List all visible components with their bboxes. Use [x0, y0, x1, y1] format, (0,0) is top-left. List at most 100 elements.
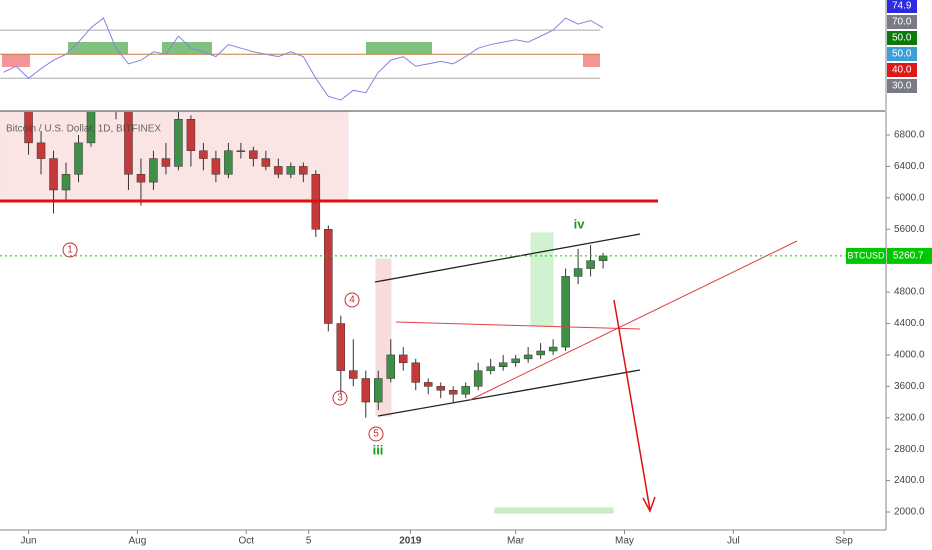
y-tick-label: 4400.0: [894, 318, 925, 329]
candle-body: [561, 276, 570, 348]
y-tick-label: 6000.0: [894, 192, 925, 203]
wave-label: iv: [574, 216, 586, 231]
rsi-zone: [2, 54, 30, 67]
y-tick-label: 5600.0: [894, 224, 925, 235]
candle-body: [586, 260, 595, 269]
wave-label: 4: [349, 295, 355, 306]
candle-body: [523, 354, 533, 360]
candle-body: [511, 358, 520, 364]
candle-body: [411, 362, 420, 383]
candle-body: [161, 158, 171, 167]
candle-body: [61, 174, 71, 191]
candle-body: [386, 354, 396, 379]
y-tick-label: 2000.0: [894, 507, 925, 518]
rsi-tag-bg: [887, 15, 917, 29]
candle-body: [299, 166, 308, 175]
candle-body: [274, 166, 283, 175]
candle-body: [498, 362, 508, 367]
wave-circle: [344, 292, 360, 308]
x-tick-label: Jun: [20, 536, 36, 547]
wave-circle: [368, 426, 384, 442]
rsi-tag-bg: [887, 79, 917, 93]
x-tick-label: Oct: [238, 536, 254, 547]
y-tick-label: 4000.0: [894, 350, 925, 361]
rsi-line: [3, 17, 604, 101]
rsi-tag: 40.0: [892, 65, 912, 76]
candle-body: [349, 370, 358, 379]
candle-body: [598, 255, 608, 261]
y-tick-label: 3200.0: [894, 412, 925, 423]
rsi-tag-bg: [887, 31, 917, 45]
candle-body: [149, 158, 158, 183]
candle-body: [36, 142, 46, 159]
arrow-head: [642, 496, 656, 513]
rsi-tag-bg: [887, 0, 917, 13]
candle-body: [261, 158, 271, 167]
rsi-tag: 70.0: [892, 17, 912, 28]
candle-body: [374, 378, 383, 403]
candle-body: [86, 112, 96, 144]
candle-body: [536, 350, 545, 356]
rsi-tag-bg: [887, 47, 917, 61]
rsi-zone: [68, 42, 128, 54]
x-tick-label: Jul: [727, 536, 740, 547]
x-tick-label: 2019: [399, 536, 422, 547]
rsi-tag: 74.9: [892, 1, 912, 12]
rsi-group: [3, 17, 604, 101]
candle-body: [473, 370, 483, 387]
candle-body: [398, 354, 408, 364]
y-tick-label: 4800.0: [894, 287, 925, 298]
candle-body: [0, 72, 8, 80]
range-box: [530, 232, 554, 327]
wave-label: iii: [373, 442, 384, 457]
x-tick-label: Mar: [507, 536, 525, 547]
rsi-zone: [366, 42, 432, 54]
candle-body: [461, 386, 470, 395]
price-tag-value: 5260.7: [893, 251, 924, 262]
symbol-title: Bitcoin / U.S. Dollar, 1D, BITFINEX: [6, 124, 161, 135]
candles: [0, 25, 608, 418]
rsi-tag: 50.0: [892, 33, 912, 44]
arrow: [613, 299, 651, 511]
y-tick-label: 2800.0: [894, 444, 925, 455]
price-tag-bg: [887, 247, 932, 264]
price-tag-name: BTCUSD: [847, 250, 885, 260]
rsi-tag-bg: [887, 63, 917, 77]
candle-body: [124, 112, 133, 175]
candle-body: [186, 119, 196, 151]
candle-body: [224, 150, 233, 175]
wave-circle: [332, 390, 348, 406]
annotations: 1 3 4 5 iii iv: [62, 216, 586, 457]
candle-body: [324, 229, 333, 324]
trend-line: [377, 369, 641, 417]
rsi-zone: [583, 54, 600, 67]
candle-body: [112, 25, 120, 111]
trend-line: [374, 233, 641, 283]
candle-body: [573, 268, 583, 277]
y-tick-label: 3600.0: [894, 381, 925, 392]
candle-body: [24, 112, 33, 144]
wave-label: 5: [373, 429, 379, 440]
x-tick-label: 5: [306, 536, 312, 547]
candle-body: [436, 386, 445, 391]
x-tick-label: Sep: [835, 536, 853, 547]
wave-label: 3: [337, 393, 343, 404]
candle-body: [361, 378, 371, 403]
wave-circle: [62, 242, 78, 258]
rsi-tag: 30.0: [892, 81, 912, 92]
y-tick-label: 2400.0: [894, 475, 925, 486]
candle-body: [249, 150, 258, 159]
candle-body: [211, 158, 221, 175]
candle-body: [12, 80, 20, 88]
y-tick-label: 6400.0: [894, 161, 925, 172]
candle-body: [336, 323, 346, 371]
x-tick-label: Aug: [128, 536, 146, 547]
y-tick-label: 6800.0: [894, 130, 925, 141]
candle-body: [74, 142, 83, 175]
candle-body: [199, 150, 208, 159]
trend-line: [469, 240, 798, 401]
trend-line: [395, 321, 641, 330]
price-tag-bg: [846, 247, 886, 264]
